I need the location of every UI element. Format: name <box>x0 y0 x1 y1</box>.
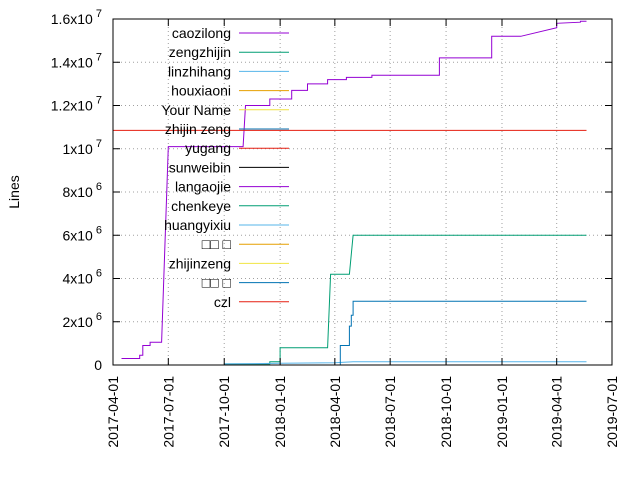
y-tick-label: 1.6x10 7 <box>51 8 102 27</box>
x-tick-label: 2017-04-01 <box>105 376 121 448</box>
legend: caozilong zengzhijin linzhihang houxiaoni Yo… <box>161 25 289 310</box>
y-tick-label: 0 <box>94 357 102 373</box>
y-tick-label: 4x10 6 <box>62 268 102 287</box>
legend-label: □□ □ <box>202 236 232 252</box>
x-tick-label: 2017-10-01 <box>216 376 232 448</box>
x-tick-label: 2018-01-01 <box>272 376 288 448</box>
legend-label: □□ □ <box>202 275 232 291</box>
x-tick-label: 2018-10-01 <box>438 376 454 448</box>
legend-label: czl <box>214 294 231 310</box>
x-tick-label: 2017-07-01 <box>160 376 176 448</box>
y-tick-label: 2x10 6 <box>62 311 102 330</box>
legend-label: langaojie <box>175 179 231 195</box>
y-tick-label: 1.4x10 7 <box>51 51 102 70</box>
grid-lines <box>113 19 612 365</box>
x-axis: 2017-04-01 2017-07-01 2017-10-01 2018-01-01… <box>105 19 620 448</box>
legend-label: huangyixiu <box>164 217 231 233</box>
legend-label: chenkeye <box>171 198 231 214</box>
legend-label: linzhihang <box>168 63 231 79</box>
y-tick-label: 6x10 6 <box>62 224 102 243</box>
y-tick-label: 1x10 7 <box>62 138 102 157</box>
x-tick-label: 2018-07-01 <box>382 376 398 448</box>
legend-label: zhijin zeng <box>165 121 231 137</box>
x-tick-label: 2019-01-01 <box>494 376 510 448</box>
x-tick-label: 2019-04-01 <box>549 376 565 448</box>
x-tick-label: 2018-04-01 <box>327 376 343 448</box>
series-line-zengzhijin <box>224 234 587 365</box>
legend-label: zengzhijin <box>169 44 231 60</box>
x-tick-label: 2019-07-01 <box>604 376 620 448</box>
legend-label: houxiaoni <box>171 83 231 99</box>
legend-label: yugang <box>185 140 231 156</box>
series-line-zhijin-zeng <box>339 300 587 365</box>
series-line-caozilong <box>121 20 587 359</box>
y-axis-label: Lines <box>6 175 22 208</box>
series-lines <box>113 20 587 365</box>
legend-label: caozilong <box>172 25 231 41</box>
legend-label: sunweibin <box>169 159 231 175</box>
legend-label: Your Name <box>161 102 231 118</box>
y-tick-label: 8x10 6 <box>62 181 102 200</box>
y-axis: 0 2x10 6 4x10 6 6x10 6 8x10 6 1x10 7 1.2x10 7 1… <box>51 8 612 373</box>
legend-label: zhijinzeng <box>169 255 231 271</box>
y-tick-label: 1.2x10 7 <box>51 95 102 114</box>
